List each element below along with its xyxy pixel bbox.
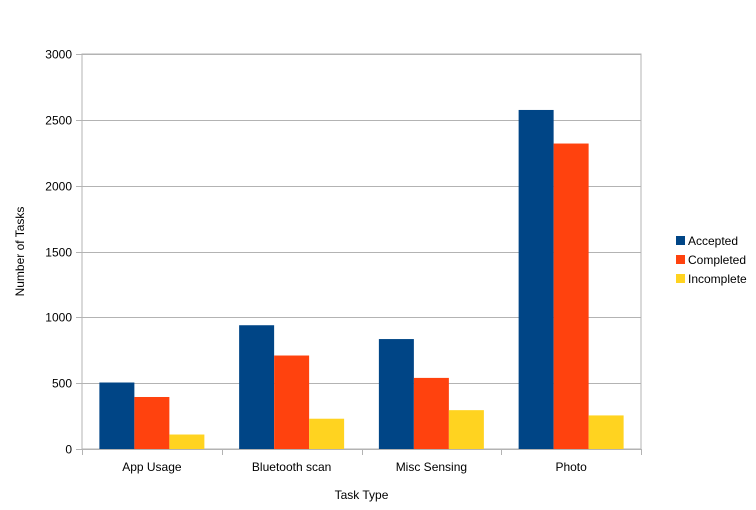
bar-accepted-bluetooth-scan bbox=[239, 325, 275, 449]
bar-incomplete-app-usage bbox=[169, 434, 205, 449]
y-axis-ticks: 0 500 1000 1500 2000 2500 3000 bbox=[45, 48, 82, 457]
legend-swatch-incomplete bbox=[676, 274, 685, 283]
x-tick-label: App Usage bbox=[122, 460, 182, 474]
bar-completed-photo bbox=[553, 143, 589, 450]
x-axis-label: Task Type bbox=[335, 488, 389, 502]
y-tick-label: 3000 bbox=[45, 48, 72, 62]
x-axis-ticks: App Usage Bluetooth scan Misc Sensing Photo bbox=[82, 449, 642, 474]
legend-label-completed: Completed bbox=[688, 253, 746, 267]
y-axis-label: Number of Tasks bbox=[13, 207, 27, 297]
y-tick-label: 500 bbox=[52, 377, 72, 391]
plot-frame bbox=[81, 53, 642, 450]
legend-label-accepted: Accepted bbox=[688, 234, 738, 248]
y-tick-label: 1000 bbox=[45, 311, 72, 325]
bar-completed-bluetooth-scan bbox=[274, 355, 310, 449]
legend-label-incomplete: Incomplete bbox=[688, 272, 747, 286]
y-tick-label: 2500 bbox=[45, 114, 72, 128]
bar-accepted-misc-sensing bbox=[378, 339, 414, 449]
bar-completed-app-usage bbox=[134, 396, 170, 449]
x-tick-label: Misc Sensing bbox=[396, 460, 467, 474]
x-tick-label: Bluetooth scan bbox=[252, 460, 331, 474]
bar-incomplete-bluetooth-scan bbox=[309, 418, 345, 449]
legend-swatch-accepted bbox=[676, 236, 685, 245]
y-tick-label: 0 bbox=[65, 443, 72, 457]
x-tick-label: Photo bbox=[555, 460, 587, 474]
bar-incomplete-misc-sensing bbox=[448, 410, 484, 449]
y-tick-label: 1500 bbox=[45, 246, 72, 260]
bars bbox=[99, 109, 624, 450]
legend-swatch-completed bbox=[676, 255, 685, 264]
bar-accepted-app-usage bbox=[99, 382, 135, 449]
y-tick-label: 2000 bbox=[45, 180, 72, 194]
bar-accepted-photo bbox=[518, 109, 554, 449]
bar-incomplete-photo bbox=[588, 415, 624, 449]
bar-completed-misc-sensing bbox=[413, 377, 449, 449]
legend: Accepted Completed Incomplete bbox=[676, 234, 747, 286]
